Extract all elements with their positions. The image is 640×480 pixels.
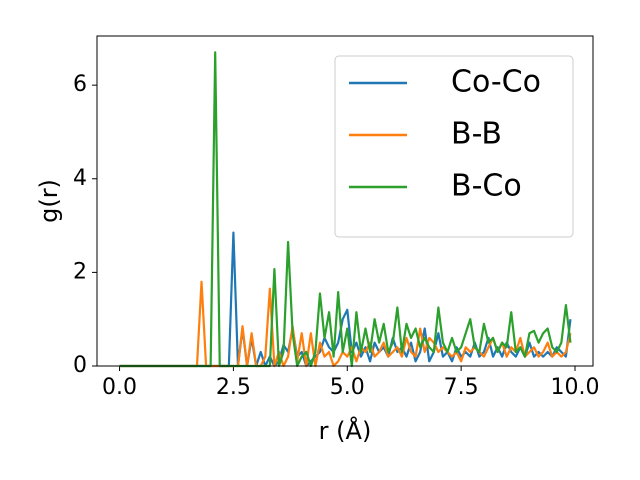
x-tick-label: 5.0 bbox=[330, 375, 365, 400]
y-tick-label: 4 bbox=[73, 166, 87, 191]
y-tick-label: 6 bbox=[73, 72, 87, 97]
legend-label: Co-Co bbox=[451, 65, 541, 100]
y-tick-label: 2 bbox=[73, 259, 87, 284]
axes-frame bbox=[96, 35, 594, 367]
y-tick-label: 0 bbox=[73, 353, 87, 378]
x-tick-label: 2.5 bbox=[216, 375, 251, 400]
legend-box bbox=[334, 55, 574, 238]
x-axis-label: r (Å) bbox=[319, 416, 372, 445]
legend-label: B-B bbox=[451, 117, 502, 152]
x-tick-label: 7.5 bbox=[444, 375, 479, 400]
x-tick-label: 10.0 bbox=[551, 375, 600, 400]
x-tick-label: 0.0 bbox=[102, 375, 137, 400]
y-axis-label: g(r) bbox=[35, 179, 63, 223]
legend-label: B-Co bbox=[451, 169, 522, 204]
